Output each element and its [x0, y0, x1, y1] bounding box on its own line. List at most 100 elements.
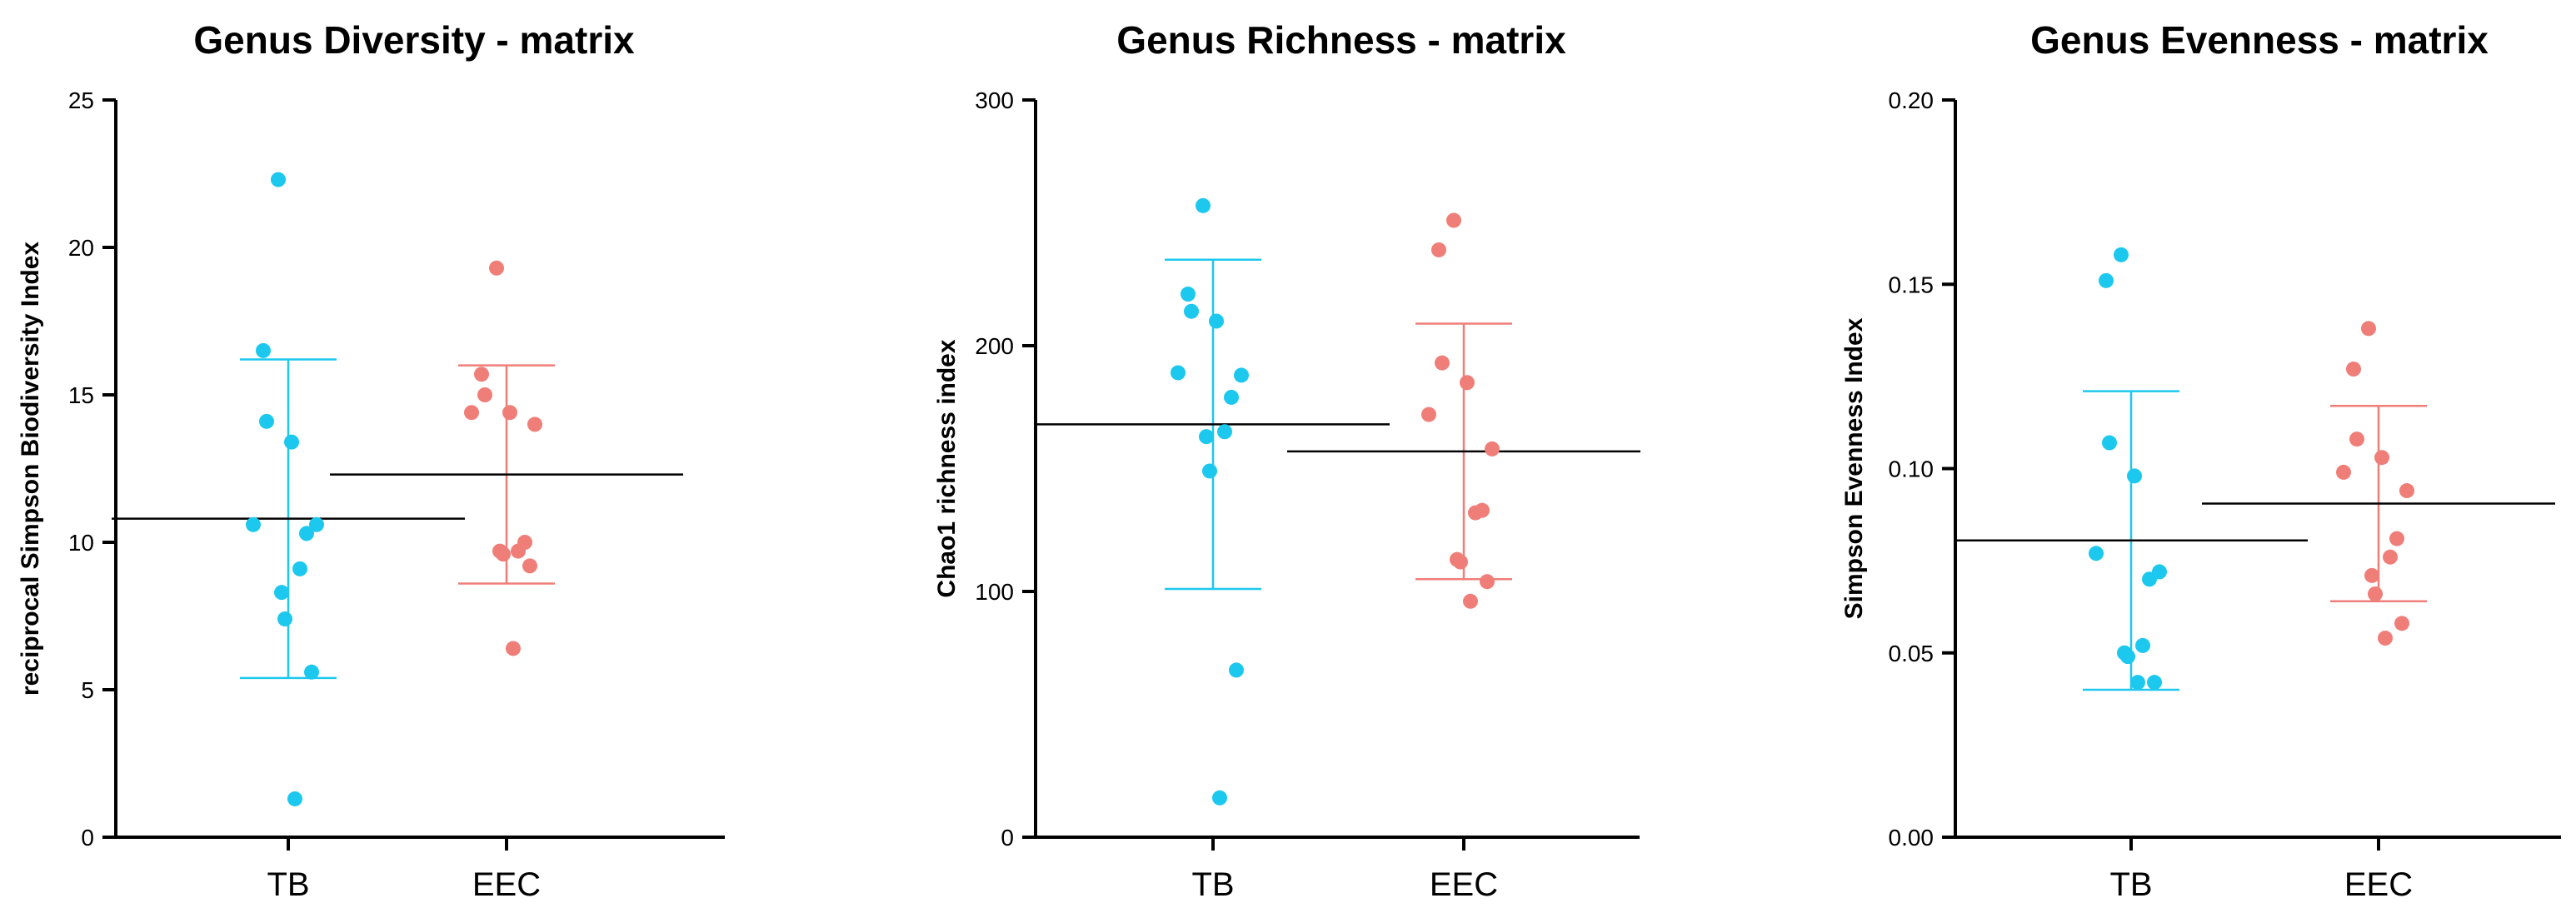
series-tb	[112, 172, 465, 806]
data-point	[1431, 242, 1446, 257]
y-axis-label: Chao1 richness index	[933, 339, 961, 597]
data-point	[246, 516, 261, 532]
data-point	[259, 413, 274, 429]
data-point	[274, 585, 289, 601]
x-tick-label-eec: EEC	[2344, 866, 2413, 903]
data-point	[1184, 303, 1199, 319]
data-point	[2089, 546, 2104, 561]
y-tick-label: 100	[975, 579, 1014, 605]
data-point	[511, 543, 526, 559]
data-point	[2374, 450, 2389, 466]
data-point	[1229, 662, 1244, 678]
data-point	[2336, 464, 2351, 480]
x-tick-label-tb: TB	[267, 866, 309, 903]
y-tick-label: 25	[68, 87, 94, 113]
y-tick-label: 0	[81, 825, 94, 851]
data-point	[2099, 272, 2114, 288]
data-point	[1181, 287, 1196, 302]
data-point	[292, 561, 307, 576]
y-tick-label: 20	[68, 235, 94, 261]
data-point	[474, 367, 489, 382]
data-point	[1202, 463, 1217, 479]
data-point	[1435, 355, 1450, 371]
data-point	[277, 611, 292, 627]
y-tick-label: 5	[81, 677, 94, 703]
series-eec	[1287, 212, 1640, 609]
chart-title: Genus Richness - matrix	[1116, 18, 1566, 62]
y-tick-label: 0.10	[1889, 457, 1934, 482]
data-point	[271, 172, 286, 187]
series-tb	[1036, 197, 1390, 806]
data-point	[2364, 567, 2379, 583]
data-point	[522, 558, 537, 574]
y-tick-label: 300	[975, 87, 1014, 113]
y-tick-label: 0.00	[1889, 825, 1934, 851]
data-point	[2135, 637, 2150, 653]
data-point	[1224, 389, 1239, 405]
data-point	[1453, 554, 1468, 570]
data-point	[1234, 367, 1249, 383]
y-axis-label: reciprocal Simpson Biodiversity Index	[17, 242, 44, 696]
data-point	[304, 664, 319, 680]
y-tick-label: 0.20	[1889, 87, 1934, 113]
data-point	[2130, 675, 2145, 691]
data-point	[1217, 424, 1232, 440]
data-point	[527, 417, 542, 432]
data-point	[1463, 593, 1478, 609]
series-eec	[2202, 321, 2555, 646]
chart-panel-3: Genus Evenness - matrix Simpson Evenness …	[1840, 18, 2561, 903]
y-axis-label: Simpson Evenness Index	[1840, 317, 1868, 619]
x-tick-label-tb: TB	[1191, 866, 1234, 903]
data-point	[1480, 574, 1495, 590]
data-point	[309, 516, 324, 532]
data-point	[2378, 631, 2393, 646]
data-point	[1446, 212, 1461, 228]
data-point	[2346, 362, 2361, 377]
data-point	[1485, 441, 1500, 457]
chart-title: Genus Diversity - matrix	[193, 18, 635, 62]
chart-title: Genus Evenness - matrix	[2030, 18, 2489, 62]
data-point	[1199, 429, 1214, 445]
data-point	[489, 260, 504, 276]
data-point	[2142, 571, 2157, 587]
x-tick-label-eec: EEC	[1430, 866, 1498, 903]
data-point	[2389, 531, 2404, 546]
data-point	[2102, 435, 2117, 451]
data-point	[502, 405, 517, 421]
chart-panel-2: Genus Richness - matrix Chao1 richness in…	[933, 18, 1640, 903]
data-point	[2120, 649, 2135, 665]
y-tick-label: 10	[68, 530, 94, 556]
series-tb	[1954, 247, 2308, 691]
data-point	[2114, 247, 2129, 262]
y-tick-label: 0	[1001, 825, 1014, 851]
data-point	[2383, 549, 2398, 565]
data-point	[1171, 365, 1186, 381]
data-point	[287, 791, 302, 806]
data-point	[2394, 616, 2409, 631]
data-point	[2368, 586, 2383, 601]
y-tick-label: 15	[68, 382, 94, 408]
data-point	[2399, 483, 2414, 499]
x-tick-label-tb: TB	[2109, 866, 2152, 903]
data-point	[299, 526, 314, 541]
y-tick-label: 0.05	[1889, 641, 1934, 666]
y-tick-label: 200	[975, 333, 1014, 359]
data-point	[506, 641, 521, 656]
data-point	[256, 342, 271, 358]
x-tick-label-eec: EEC	[472, 866, 541, 903]
data-point	[2349, 432, 2364, 447]
data-point	[1421, 407, 1436, 422]
data-point	[496, 546, 511, 562]
data-point	[1196, 197, 1211, 213]
data-point	[1468, 505, 1483, 521]
chart-panel-1: Genus Diversity - matrix reciprocal Simps…	[17, 18, 725, 903]
data-point	[1209, 313, 1224, 329]
data-point	[2147, 675, 2162, 691]
data-point	[477, 387, 492, 402]
data-point	[284, 434, 299, 450]
data-point	[2361, 321, 2376, 337]
data-point	[464, 405, 479, 421]
y-tick-label: 0.15	[1889, 272, 1934, 297]
data-point	[2127, 468, 2142, 484]
